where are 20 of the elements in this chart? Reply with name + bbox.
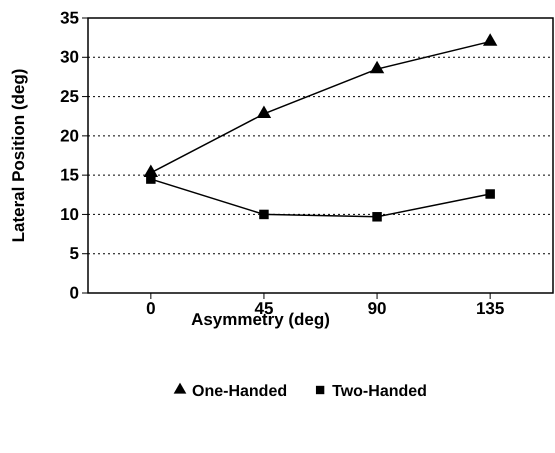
y-tick-label: 20: [60, 126, 79, 146]
x-tick-label: 135: [476, 299, 504, 318]
y-tick-label: 35: [60, 8, 79, 28]
y-tick-label: 30: [60, 48, 79, 67]
y-tick-label: 5: [70, 244, 79, 264]
y-tick-label: 10: [60, 204, 79, 224]
point: [259, 210, 269, 220]
y-axis-title: Lateral Position (deg): [9, 68, 28, 242]
point: [370, 60, 384, 74]
y-tick-label: 25: [60, 87, 79, 106]
y-tick-label: 0: [70, 283, 79, 302]
legend-label: One-Handed: [192, 383, 288, 400]
point: [482, 33, 498, 46]
legend-label: Two-Handed: [332, 383, 427, 400]
y-tick-label: 15: [60, 166, 79, 185]
x-tick-label: 90: [368, 299, 387, 318]
point: [485, 189, 495, 199]
point: [256, 106, 272, 118]
point: [372, 212, 382, 222]
x-tick-label: 0: [146, 299, 156, 318]
